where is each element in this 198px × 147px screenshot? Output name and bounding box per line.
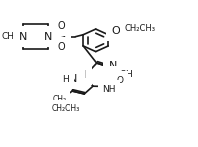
Text: CH₂CH₃: CH₂CH₃ [52, 104, 80, 113]
Text: O: O [116, 76, 123, 85]
Text: OH: OH [119, 70, 133, 79]
Text: N: N [109, 61, 117, 71]
Text: O: O [111, 26, 120, 36]
Text: O: O [58, 21, 65, 31]
Text: H: H [62, 75, 69, 84]
Text: O: O [58, 42, 65, 52]
Text: HO: HO [67, 69, 80, 78]
Text: C: C [116, 72, 124, 82]
Text: N: N [18, 32, 27, 42]
Text: CH₂CH₃: CH₂CH₃ [125, 24, 156, 33]
Text: S: S [58, 32, 65, 42]
Text: N: N [43, 32, 52, 42]
Text: NH: NH [102, 85, 116, 94]
Text: CH₃: CH₃ [1, 32, 18, 41]
Text: N: N [69, 74, 77, 84]
Text: CH₂: CH₂ [52, 95, 66, 104]
Text: N: N [78, 70, 86, 80]
